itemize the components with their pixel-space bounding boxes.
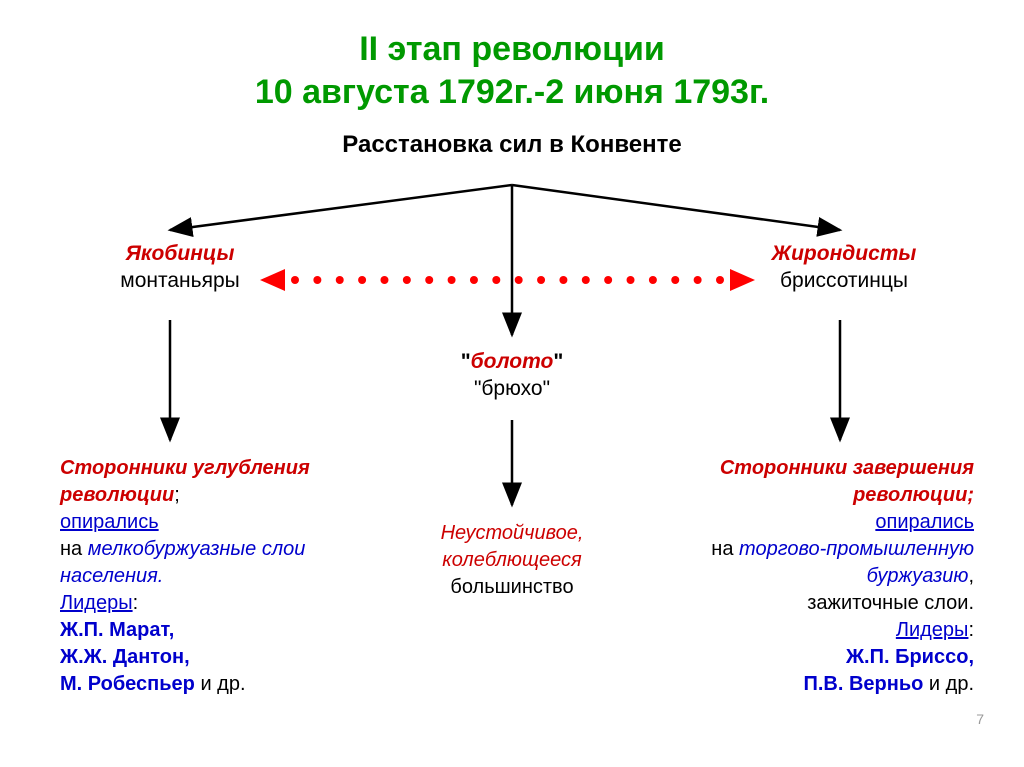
swamp-name: болото xyxy=(471,350,554,373)
jacobins-leaders-label: Лидеры xyxy=(60,592,133,614)
swamp-alt: "брюхо" xyxy=(474,377,550,400)
girondins-leaders-label: Лидеры xyxy=(896,619,969,641)
girondins-name: Жирондисты xyxy=(772,242,917,265)
girondins-etc: и др. xyxy=(923,673,974,695)
girondins-stance-2: революции xyxy=(853,484,967,506)
jacobins-description: Сторонники углубления революции; опирали… xyxy=(60,455,370,698)
girondins-support-label: опирались xyxy=(875,511,974,533)
girondins-description: Сторонники завершения революции; опирали… xyxy=(664,455,974,698)
title-line-2: 10 августа 1792г.-2 июня 1793г. xyxy=(0,71,1024,114)
swamp-quote-open: " xyxy=(461,350,471,373)
swamp-desc-3: большинство xyxy=(450,576,573,598)
jacobins-alt: монтаньяры xyxy=(120,269,239,292)
jacobins-header: Якобинцы монтаньяры xyxy=(80,240,280,295)
girondins-support-2: зажиточные слои. xyxy=(807,592,974,614)
jacobins-semicolon: ; xyxy=(174,484,180,506)
jacobins-support-label: опирались xyxy=(60,511,159,533)
subtitle: Расстановка сил в Конвенте xyxy=(0,131,1024,159)
title-line-1: II этап революции xyxy=(0,28,1024,71)
girondins-support-text: торгово-промышленную буржуазию xyxy=(739,538,974,587)
girondins-stance-1: Сторонники завершения xyxy=(720,457,974,479)
swamp-desc-1: Неустойчивое, xyxy=(441,522,584,544)
swamp-description: Неустойчивое, колеблющееся большинство xyxy=(380,520,644,601)
swamp-desc-2: колеблющееся xyxy=(442,549,581,571)
jacobins-name: Якобинцы xyxy=(126,242,235,265)
jacobins-stance-1: Сторонники углубления xyxy=(60,457,310,479)
girondins-support-on: на xyxy=(711,538,739,560)
girondins-header: Жирондисты бриссотинцы xyxy=(734,240,954,295)
girondins-alt: бриссотинцы xyxy=(780,269,908,292)
jacobins-etc: и др. xyxy=(195,673,246,695)
girondins-comma: , xyxy=(968,565,974,587)
swamp-header: "болото" "брюхо" xyxy=(412,348,612,403)
jacobins-support-text: мелкобуржуазные слои населения. xyxy=(60,538,305,587)
jacobins-support-on: на xyxy=(60,538,88,560)
swamp-quote-close: " xyxy=(553,350,563,373)
girondins-semicolon: ; xyxy=(967,484,974,506)
jacobins-stance-2: революции xyxy=(60,484,174,506)
slide-title: II этап революции 10 августа 1792г.-2 ию… xyxy=(0,0,1024,113)
page-number: 7 xyxy=(976,711,984,727)
jacobins-leaders: Ж.П. Марат, Ж.Ж. Дантон, М. Робеспьер xyxy=(60,619,195,695)
